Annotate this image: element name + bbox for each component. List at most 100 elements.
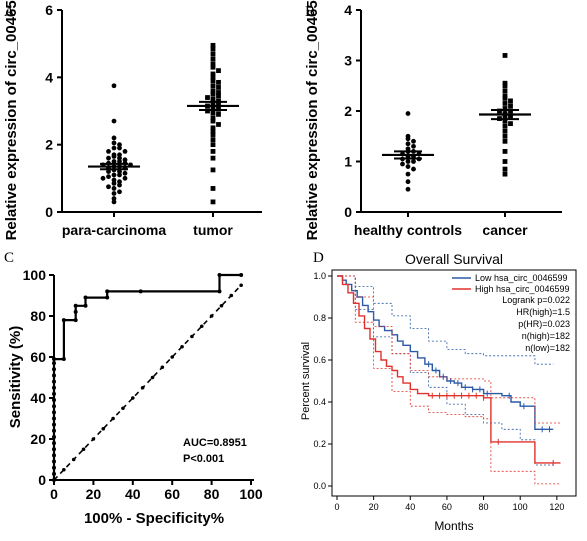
panel-c-roc-point-22 — [61, 318, 66, 323]
panel-c-reference-point-17 — [219, 303, 224, 308]
panel-c-roc-point-9 — [52, 422, 56, 427]
panel-c-reference-point-5 — [101, 426, 106, 431]
panel-a-point-g1-35 — [210, 142, 216, 148]
panel-a-point-g0-0 — [111, 83, 117, 89]
panel-c: C Sensitivity (%) 100% - Specificity% 0 2… — [4, 250, 263, 527]
panel-c-roc-point-29 — [105, 289, 110, 294]
panel-b-point-g1-25 — [502, 171, 508, 177]
panel-c-reference-point-14 — [190, 334, 194, 339]
panel-d-y-tick-label-4: 0.8 — [313, 313, 326, 323]
panel-b-point-g1-17 — [508, 121, 513, 127]
panel-b-y-tick-label-4: 4 — [344, 2, 352, 18]
panel-b-point-g0-16 — [411, 159, 416, 164]
panel-a-point-g1-39 — [210, 186, 216, 191]
panel-c-reference-point-13 — [180, 344, 184, 349]
panel-a-point-g0-26 — [117, 169, 122, 175]
panel-c-y-tick-label-3: 60 — [30, 349, 46, 365]
panel-b-x-tick-label-0: healthy controls — [354, 222, 462, 238]
panel-b-point-g0-2 — [405, 136, 411, 142]
panel-b-point-g1-2 — [502, 83, 508, 89]
panel-c-roc-point-23 — [73, 318, 78, 323]
panel-c-roc-point-11 — [52, 410, 56, 415]
panel-c-roc-point-24 — [73, 309, 78, 314]
panel-c-y-label: Sensitivity (%) — [7, 326, 24, 429]
stat-p-hr: p(HR)=0.023 — [518, 319, 570, 329]
panel-a-point-g1-15 — [210, 91, 216, 97]
panel-c-p-annotation: P<0.001 — [183, 453, 224, 465]
panel-a-point-g1-4 — [210, 61, 216, 67]
panel-b-point-g1-3 — [502, 88, 508, 94]
panel-c-x-tick-label-2: 40 — [125, 486, 141, 502]
panel-a-point-g0-4 — [117, 142, 122, 148]
panel-c-reference-point-3 — [81, 447, 86, 452]
panel-b-point-g1-20 — [502, 133, 508, 139]
panel-d-x-tick-label-6: 120 — [549, 502, 564, 512]
panel-d-y-tick-label-0: 0.0 — [313, 481, 326, 491]
panel-a: A Relative expression of circ_0046599 0 2… — [3, 0, 262, 240]
panel-a-point-g0-14 — [122, 157, 128, 163]
panel-a-point-g1-13 — [210, 88, 216, 94]
panel-d-y-tick-label-2: 0.4 — [313, 397, 326, 407]
panel-c-roc-point-2 — [52, 465, 56, 470]
panel-b-point-g0-15 — [405, 159, 411, 164]
stat-hr: HR(high)=1.5 — [516, 307, 570, 317]
panel-a-point-g0-8 — [122, 149, 128, 154]
panel-c-x-label: 100% - Specificity% — [84, 510, 224, 527]
panel-b-point-g0-0 — [405, 111, 411, 116]
panel-d-x-tick-label-1: 20 — [369, 502, 379, 512]
panel-a-point-g1-8 — [210, 74, 216, 80]
panel-c-roc-curve — [52, 273, 242, 480]
panel-b-point-g0-5 — [411, 143, 416, 149]
panel-a-point-g1-18 — [210, 96, 216, 102]
panel-b-x-tick-label-1: cancer — [482, 222, 528, 238]
panel-a-point-g1-30 — [216, 122, 221, 127]
panel-c-plot — [52, 273, 244, 482]
panel-a-point-g1-9 — [210, 78, 216, 84]
legend-label-high: High hsa_circ_0046599 — [475, 284, 570, 294]
panel-a-point-g1-19 — [216, 98, 221, 104]
panel-b-point-g1-16 — [502, 118, 508, 124]
panel-c-roc-point-14 — [52, 391, 56, 396]
legend-label-low: Low hsa_circ_0046599 — [475, 273, 568, 283]
panel-c-roc-point-28 — [105, 295, 110, 300]
panel-d-axes: 0.0 0.2 0.4 0.6 0.8 1.0 0 20 40 60 80 100 120 — [313, 269, 577, 512]
panel-c-roc-point-10 — [52, 416, 56, 421]
panel-c-reference-point-9 — [140, 385, 145, 390]
panel-b-point-g1-4 — [502, 93, 508, 99]
panel-a-point-g1-38 — [210, 167, 216, 173]
panel-c-reference-line — [53, 284, 242, 481]
panel-d-x-tick-label-3: 60 — [442, 502, 452, 512]
panel-d: D Overall Survival Percent survival Mont… — [300, 250, 577, 533]
panel-c-x-tick-label-3: 60 — [164, 486, 180, 502]
panel-c-reference-point-10 — [150, 375, 155, 380]
panel-c-reference-point-2 — [71, 457, 76, 462]
panel-a-point-g1-36 — [210, 149, 216, 154]
panel-b-point-g1-22 — [502, 149, 508, 154]
panel-c-reference-point-4 — [91, 437, 96, 441]
panel-a-point-g1-40 — [210, 199, 216, 205]
panel-c-roc-point-13 — [52, 398, 56, 403]
panel-c-roc-point-7 — [52, 434, 56, 439]
panel-a-point-g0-33 — [100, 175, 106, 181]
panel-a-points — [88, 42, 239, 205]
panel-letter-a: A — [4, 4, 15, 20]
panel-b-point-g0-22 — [405, 186, 411, 192]
panel-d-y-label: Percent survival — [300, 342, 312, 420]
panel-a-point-g0-1 — [111, 118, 117, 124]
panel-c-roc-point-20 — [52, 357, 56, 362]
panel-d-survival-curve-low — [337, 275, 554, 430]
panel-c-y-tick-label-5: 100 — [23, 267, 47, 283]
panel-letter-d: D — [313, 250, 324, 266]
panel-d-frame — [331, 269, 577, 497]
panel-c-y-tick-label-4: 80 — [30, 308, 46, 324]
panel-d-y-tick-label-1: 0.2 — [313, 439, 326, 449]
panel-a-point-g0-37 — [117, 182, 122, 188]
panel-b-point-g1-24 — [502, 166, 508, 172]
panel-c-y-tick-label-1: 20 — [30, 431, 46, 447]
panel-c-roc-point-6 — [52, 441, 56, 446]
panel-a-point-g0-6 — [117, 145, 122, 151]
panel-c-x-tick-label-4: 80 — [204, 486, 220, 502]
panel-c-roc-point-5 — [52, 447, 56, 452]
panel-b-point-g1-18 — [502, 123, 508, 129]
panel-a-point-g0-40 — [117, 189, 122, 195]
